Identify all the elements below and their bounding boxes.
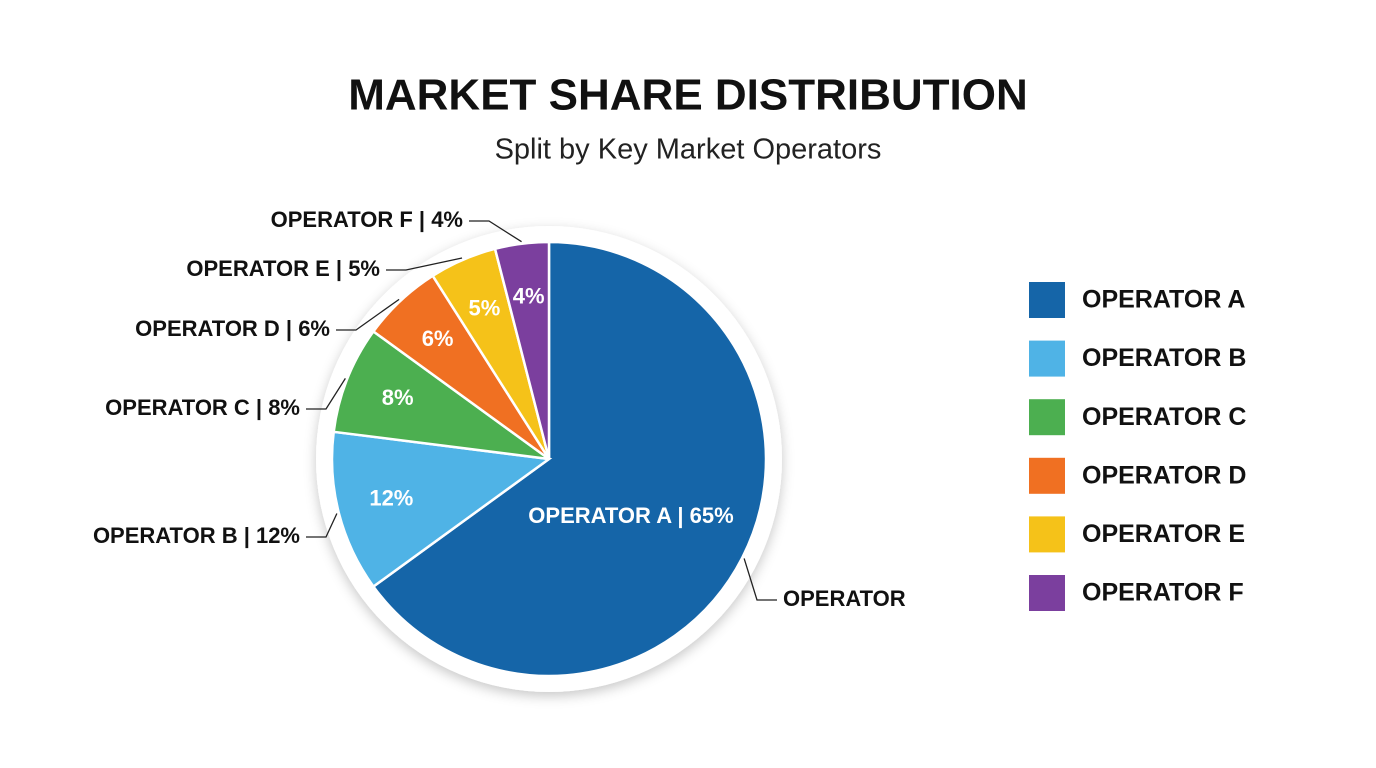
slice-label: 8% bbox=[382, 385, 414, 410]
pie-slice bbox=[332, 329, 550, 461]
callout-label: OPERATOR F | 4% bbox=[271, 207, 463, 232]
callout-line bbox=[306, 378, 346, 410]
legend-swatch bbox=[1029, 282, 1065, 318]
callout-label: OPERATOR D | 6% bbox=[135, 316, 330, 341]
pie-slice bbox=[330, 430, 553, 589]
legend-label: OPERATOR F bbox=[1082, 579, 1244, 607]
legend-label: OPERATOR D bbox=[1082, 461, 1246, 489]
slice-label: OPERATOR A | 65% bbox=[528, 503, 733, 528]
slice-label: 5% bbox=[468, 295, 500, 320]
callout-label: OPERATOR E | 5% bbox=[186, 256, 380, 281]
chart-title: MARKET SHARE DISTRIBUTION bbox=[348, 71, 1028, 120]
callout-label: OPERATOR C | 8% bbox=[105, 395, 300, 420]
legend-label: OPERATOR C bbox=[1082, 403, 1246, 431]
pie-slice bbox=[371, 240, 768, 678]
legend-swatch bbox=[1029, 575, 1065, 611]
callout-line bbox=[306, 513, 338, 538]
callout-line bbox=[743, 558, 777, 601]
legend-swatch bbox=[1029, 340, 1065, 377]
callout-label: OPERATOR bbox=[783, 586, 906, 611]
slice-label: 4% bbox=[513, 283, 545, 308]
chart-subtitle: Split by Key Market Operators bbox=[495, 134, 882, 166]
callout-label: OPERATOR B | 12% bbox=[93, 523, 300, 548]
callout-line bbox=[336, 298, 400, 331]
legend-label: OPERATOR A bbox=[1082, 286, 1245, 314]
callout-line bbox=[386, 257, 463, 271]
legend-label: OPERATOR B bbox=[1082, 344, 1246, 372]
legend-swatch bbox=[1029, 516, 1065, 553]
pie-slice bbox=[493, 240, 551, 460]
legend-swatch bbox=[1029, 457, 1065, 494]
slice-label: 12% bbox=[369, 485, 413, 510]
legend-label: OPERATOR E bbox=[1082, 520, 1245, 548]
legend-swatch bbox=[1029, 399, 1065, 436]
slice-label: 6% bbox=[422, 326, 454, 351]
callout-line bbox=[469, 220, 522, 243]
